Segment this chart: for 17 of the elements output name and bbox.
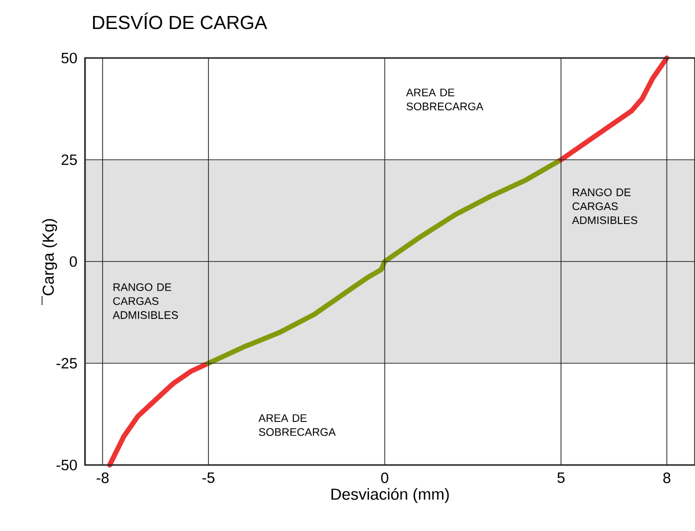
annotation: AREA DE SOBRECARGA <box>258 414 336 436</box>
y-tick-label: 50 <box>61 52 77 64</box>
y-tick-label: -50 <box>56 460 77 470</box>
x-axis-title: Desviación (mm) <box>332 488 449 503</box>
y-tick-label: 0 <box>70 256 77 267</box>
y-tick-label: 25 <box>62 154 77 166</box>
x-tick-label: -5 <box>202 472 214 483</box>
x-tick-label: -8 <box>96 472 109 484</box>
x-tick-label: 0 <box>381 472 388 484</box>
annotation: RANGO DE CARGAS ADMISIBLES <box>572 188 638 224</box>
y-tick-label: -25 <box>56 358 77 369</box>
annotation: AREA DE SOBRECARGA <box>406 88 484 110</box>
chart-title: DESVÍO DE CARGA <box>93 12 268 30</box>
y-axis-title: ¯Carga (Kg) <box>42 219 58 306</box>
annotation: RANGO DE CARGAS ADMISIBLES <box>112 283 178 319</box>
x-tick-label: 8 <box>663 472 670 484</box>
x-tick-label: 5 <box>557 472 565 483</box>
